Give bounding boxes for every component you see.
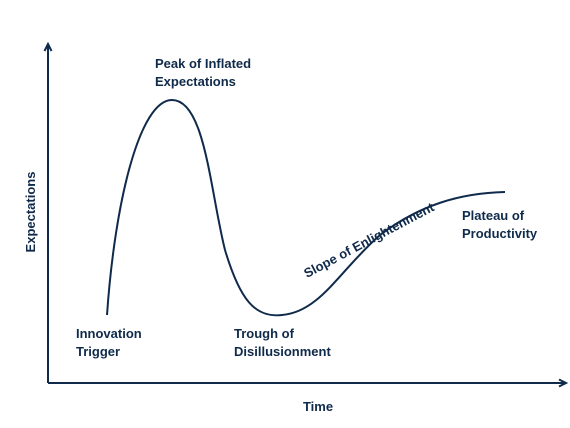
phase-label: Trough of Disillusionment	[234, 326, 331, 359]
y-axis-label: Expectations	[23, 172, 38, 253]
x-axis-arrow	[558, 378, 569, 388]
axes	[43, 41, 569, 388]
phase-label: Peak of Inflated Expectations	[155, 56, 251, 89]
phase-label: Innovation Trigger	[76, 326, 142, 359]
y-axis-arrow	[43, 41, 53, 52]
hype-curve	[106, 98, 506, 317]
x-axis-label: Time	[303, 399, 333, 414]
phase-label: Plateau of Productivity	[462, 208, 538, 241]
